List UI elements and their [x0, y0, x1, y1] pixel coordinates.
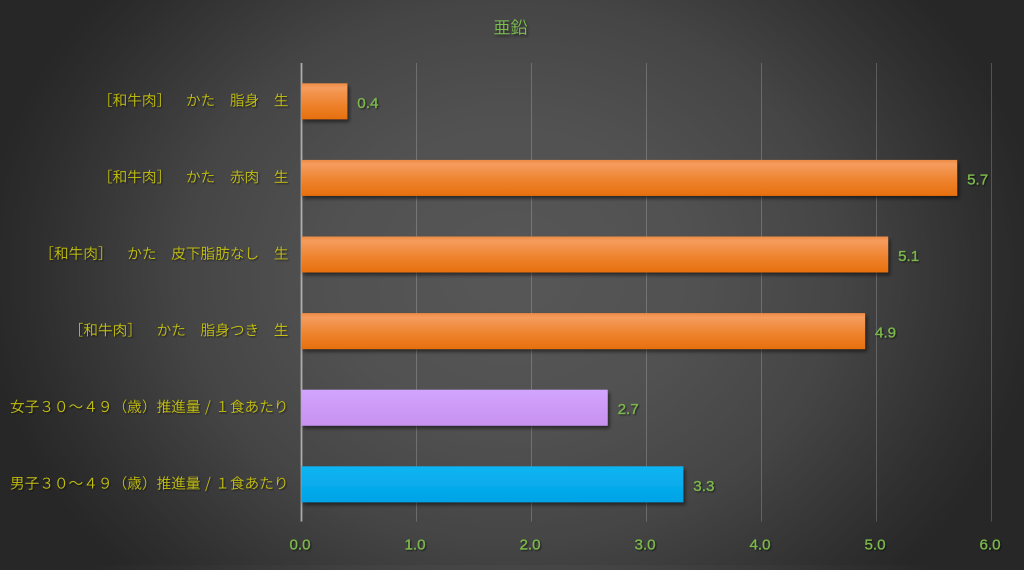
svg-text:6.0: 6.0	[979, 536, 1000, 553]
svg-text:5.0: 5.0	[864, 536, 885, 553]
svg-text:1.0: 1.0	[404, 536, 425, 553]
svg-text:0.4: 0.4	[357, 95, 378, 112]
svg-text:0.0: 0.0	[289, 536, 310, 553]
svg-text:5.1: 5.1	[898, 248, 919, 265]
svg-text:3.3: 3.3	[693, 478, 714, 495]
svg-text:4.0: 4.0	[749, 536, 770, 553]
svg-text:4.9: 4.9	[875, 325, 896, 342]
svg-text:2.7: 2.7	[618, 401, 639, 418]
svg-text:5.7: 5.7	[967, 172, 988, 189]
svg-text:2.0: 2.0	[519, 536, 540, 553]
svg-text:3.0: 3.0	[634, 536, 655, 553]
